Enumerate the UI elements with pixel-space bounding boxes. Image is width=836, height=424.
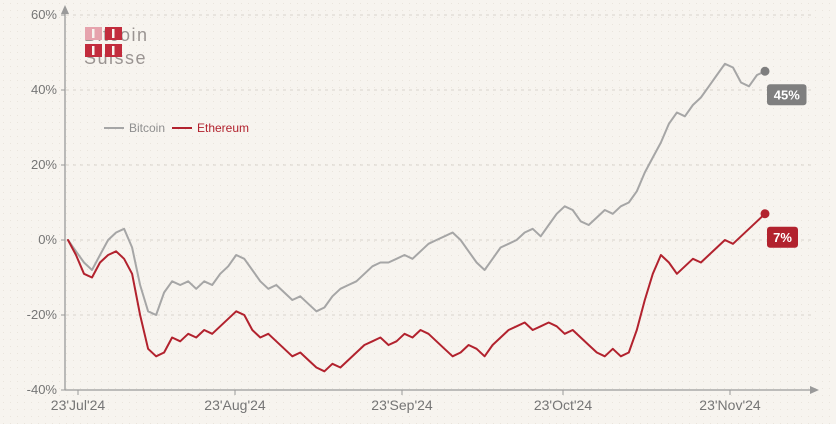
ethereum-badge-label: 7% (773, 230, 792, 245)
y-tick-label: 60% (31, 7, 57, 22)
ethereum-legend-label: Ethereum (197, 121, 249, 135)
bitcoin-end-dot (760, 66, 770, 76)
bitcoin-legend-label: Bitcoin (129, 121, 165, 135)
bitcoin-badge-label: 45% (774, 87, 800, 102)
bitcoin-value-badge: 45% (767, 84, 807, 106)
bitcoin-badge-background (767, 84, 807, 106)
x-tick-label: 23'Sep'24 (371, 397, 433, 413)
x-tick-label: 23'Aug'24 (204, 397, 266, 413)
ethereum-badge-background (767, 226, 798, 248)
x-axis-arrow (810, 386, 819, 394)
x-tick-label: 23'Oct'24 (534, 397, 592, 413)
axis-ticks (61, 14, 731, 395)
bitcoin-suisse-logo-icon (85, 27, 122, 57)
x-tick-label: 23'Nov'24 (699, 397, 761, 413)
y-tick-label: 20% (31, 157, 57, 172)
legend: Bitcoin Ethereum (104, 121, 249, 135)
y-tick-label: 40% (31, 82, 57, 97)
gridlines (66, 14, 812, 316)
ethereum-value-badge: 7% (767, 226, 798, 248)
x-tick-label: 23'Jul'24 (51, 397, 106, 413)
bitcoin-line (67, 62, 766, 316)
y-axis-arrow (61, 5, 69, 14)
y-tick-label: -40% (27, 382, 58, 397)
bitcoin-suisse-logo: Bitcoin Suisse (84, 24, 149, 71)
ethereum-end-dot (760, 209, 770, 219)
y-tick-label: 0% (38, 232, 57, 247)
ethereum-line (67, 212, 766, 373)
y-tick-label: -20% (27, 307, 58, 322)
